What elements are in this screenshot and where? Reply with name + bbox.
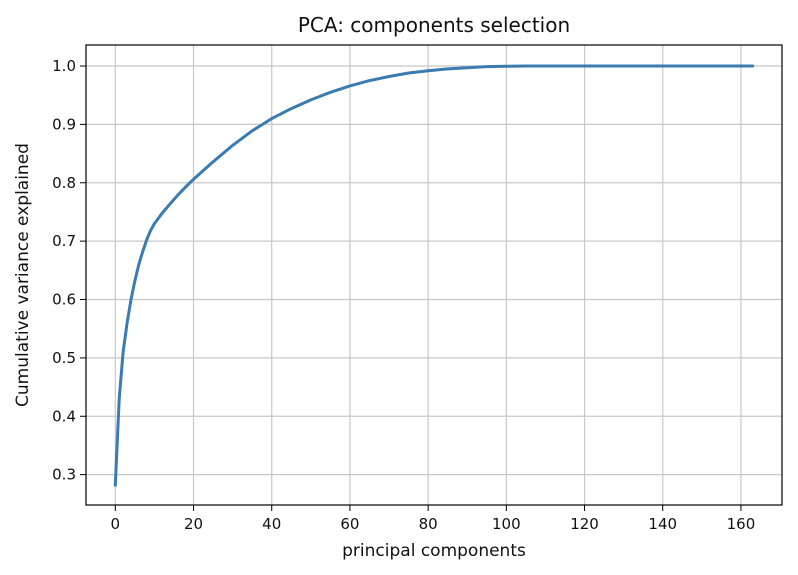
x-tick-label: 0 — [111, 515, 121, 533]
x-tick-label: 140 — [648, 515, 677, 533]
x-tick-label: 60 — [340, 515, 359, 533]
x-tick-label: 40 — [262, 515, 281, 533]
grid — [86, 45, 782, 505]
y-axis-ticks: 0.3 0.4 0.5 0.6 0.7 0.8 0.9 1.0 — [52, 57, 86, 484]
x-tick-label: 100 — [492, 515, 521, 533]
y-tick-label: 0.8 — [52, 174, 76, 192]
x-axis-label: principal components — [342, 541, 526, 561]
y-tick-label: 0.5 — [52, 349, 76, 367]
x-axis-ticks: 0 20 40 60 80 100 120 140 160 — [111, 505, 756, 533]
plot-frame — [85, 44, 783, 506]
chart-title: PCA: components selection — [298, 13, 570, 37]
x-tick-label: 80 — [419, 515, 438, 533]
y-tick-label: 1.0 — [52, 57, 76, 75]
y-tick-label: 0.4 — [52, 407, 76, 425]
y-tick-label: 0.9 — [52, 115, 76, 133]
y-tick-label: 0.6 — [52, 291, 76, 309]
x-tick-label: 160 — [727, 515, 756, 533]
x-tick-label: 120 — [570, 515, 599, 533]
y-tick-label: 0.7 — [52, 232, 76, 250]
series-layer — [113, 64, 755, 487]
y-axis-label: Cumulative variance explained — [13, 143, 33, 407]
x-tick-label: 20 — [184, 515, 203, 533]
cumulative-variance-line — [113, 64, 755, 487]
y-tick-label: 0.3 — [52, 466, 76, 484]
